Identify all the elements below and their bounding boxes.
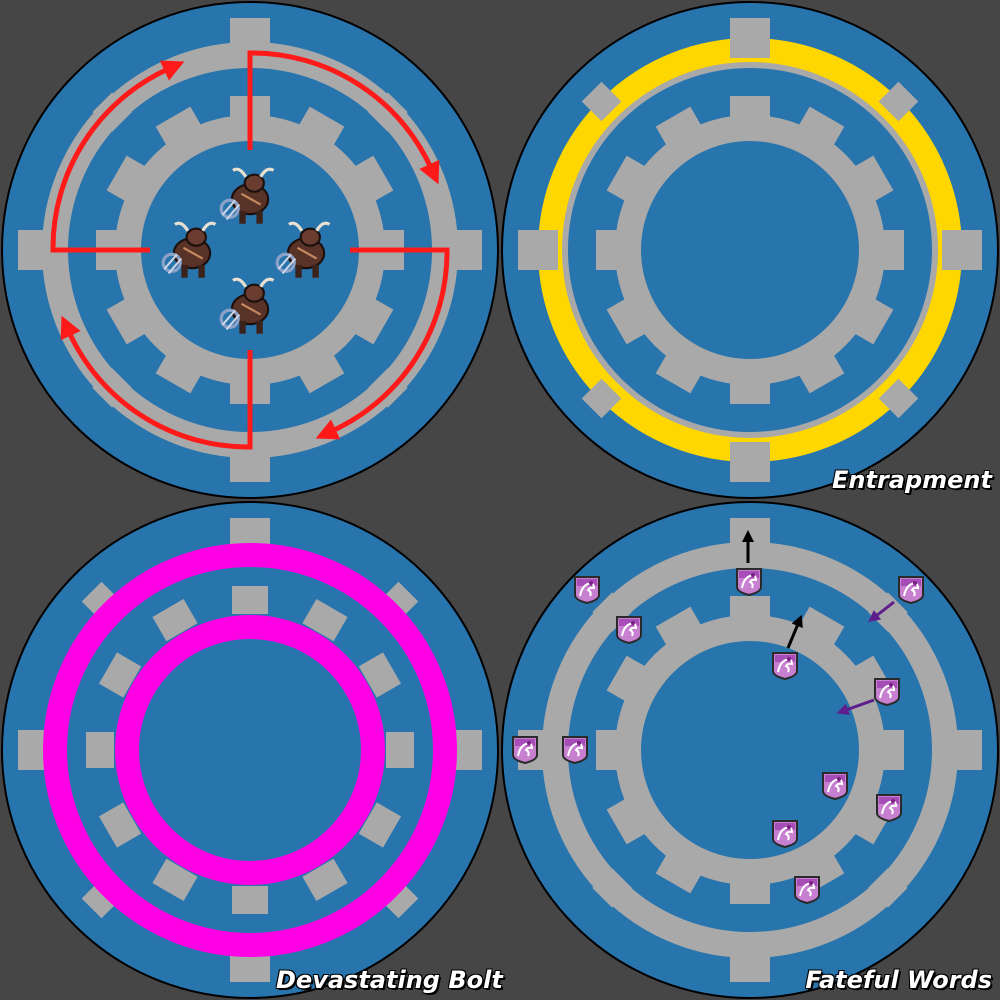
fateful-words-debuff-icon (574, 576, 600, 604)
fateful-words-panel (501, 501, 999, 999)
fateful-words-caption: Fateful Words (805, 966, 992, 994)
arena-floor (1, 1, 499, 499)
outer-walkway-nodes (518, 18, 982, 482)
fateful-words-debuff-icon (736, 568, 762, 596)
fateful-words-debuff-icon (794, 876, 820, 904)
fateful-words-debuff-icon (876, 794, 902, 822)
inner-walkway-nodes (96, 96, 404, 404)
rotation-arrow-top (247, 50, 440, 185)
push-arrow (786, 614, 803, 649)
fateful-words-debuff-icon (772, 652, 798, 680)
fateful-words-debuff-icon (616, 616, 642, 644)
rotation-arrow-right (315, 247, 450, 440)
rotation-panel (1, 1, 499, 499)
knockback-arrows (742, 530, 895, 715)
inner-walkway-nodes (596, 96, 904, 404)
entrapment-caption: Entrapment (831, 466, 992, 494)
arena-floor (501, 1, 999, 499)
inner-walkway-nodes (596, 596, 904, 904)
fateful-words-debuff-icon (512, 736, 538, 764)
fateful-words-debuff-icon (822, 772, 848, 800)
arena-floor (1, 501, 499, 999)
rotation-arrow-left (50, 60, 185, 253)
inner-walkway-nodes (86, 586, 414, 914)
devastating-bolt-panel (1, 501, 499, 999)
devastating-bolt-inner-ring (115, 615, 385, 885)
devastating-bolt-caption: Devastating Bolt (276, 966, 503, 994)
devastating-bolt-outer-ring (43, 543, 457, 957)
pull-arrow (868, 600, 895, 623)
fateful-words-debuff-icon (562, 736, 588, 764)
rotation-arrows (50, 50, 450, 450)
rotation-arrow-bottom (60, 315, 253, 450)
fateful-words-debuff-icon (874, 678, 900, 706)
entrapment-panel (501, 1, 999, 499)
fateful-words-debuff-icon (898, 576, 924, 604)
fateful-words-debuff-icon (772, 820, 798, 848)
pull-arrow (836, 698, 875, 715)
